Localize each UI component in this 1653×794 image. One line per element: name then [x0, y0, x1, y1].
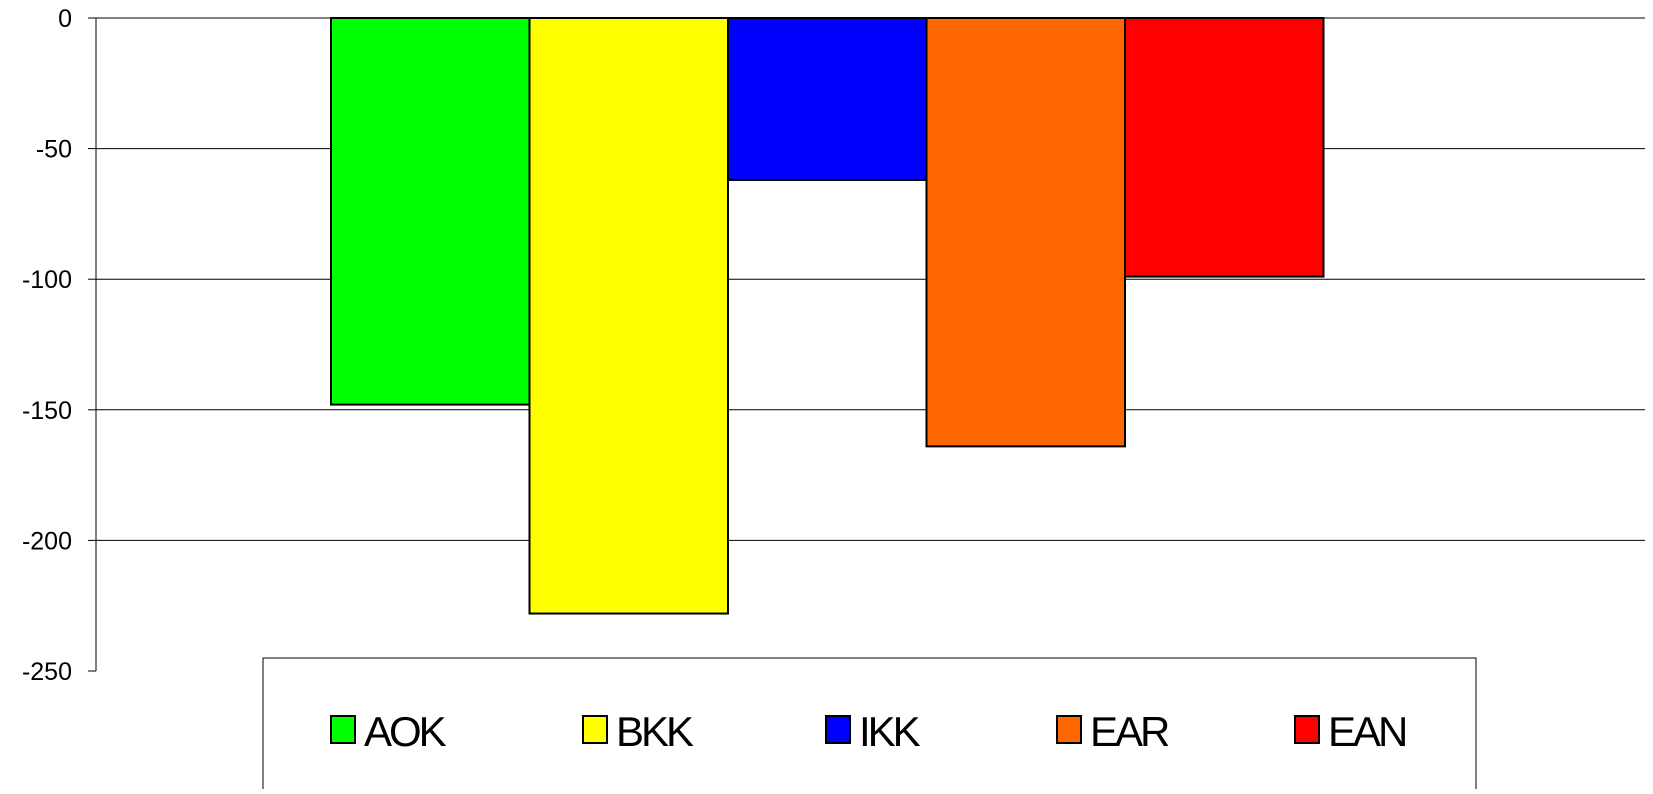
y-axis: 0 -50 -100 -150 -200 -250: [22, 5, 97, 686]
y-tick-label: -200: [22, 527, 72, 555]
legend-box: [262, 657, 1477, 794]
legend-swatch-bkk: [582, 715, 608, 744]
bar-ear: [925, 17, 1126, 448]
y-tick-label: -250: [22, 658, 72, 686]
legend: AOK BKK IKK EAR EAN: [262, 657, 1477, 794]
legend-label-ikk: IKK: [859, 708, 921, 755]
bar-aok: [330, 17, 531, 406]
bar-ean: [1124, 17, 1325, 278]
legend-swatch-ikk: [825, 715, 851, 744]
legend-label-ean: EAN: [1328, 708, 1405, 755]
y-tick-label: -50: [36, 136, 72, 164]
legend-swatch-ean: [1294, 715, 1320, 744]
bar-ikk: [727, 17, 928, 181]
legend-label-bkk: BKK: [616, 708, 694, 755]
y-tick-label: -100: [22, 266, 72, 294]
legend-label-aok: AOK: [364, 708, 447, 755]
y-tick-label: 0: [58, 5, 72, 33]
bars: [330, 17, 1325, 615]
legend-swatch-ear: [1056, 715, 1082, 744]
legend-swatch-aok: [330, 715, 356, 744]
bar-bkk: [528, 17, 729, 615]
legend-label-ear: EAR: [1090, 708, 1169, 755]
y-tick-label: -150: [22, 397, 72, 425]
